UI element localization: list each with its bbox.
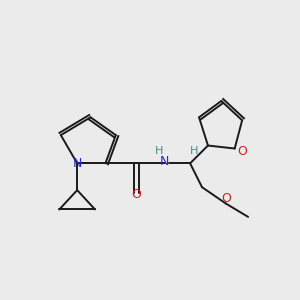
Text: O: O [221,192,231,205]
Text: O: O [237,145,247,158]
Text: H: H [190,146,198,156]
Text: N: N [160,155,170,168]
Text: N: N [73,157,82,170]
Text: H: H [155,146,164,156]
Text: O: O [132,188,142,201]
